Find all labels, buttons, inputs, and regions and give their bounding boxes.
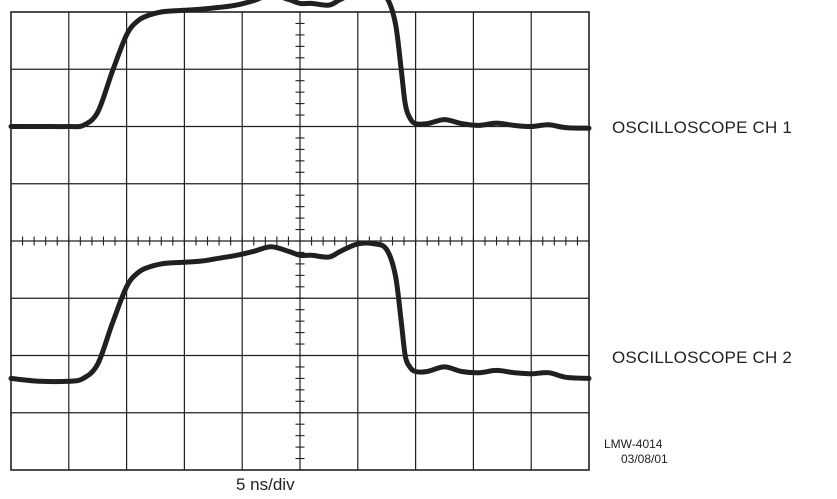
channel-1-label: OSCILLOSCOPE CH 1	[612, 118, 793, 137]
graticule-center-ticks	[10, 11, 590, 471]
trace-channel-2	[8, 240, 592, 385]
document-date: 03/08/01	[621, 452, 668, 466]
x-axis-label: 5 ns/div	[236, 475, 295, 494]
document-code: LMW-4014	[604, 437, 663, 451]
trace-group	[8, 0, 592, 385]
channel-2-label: OSCILLOSCOPE CH 2	[612, 348, 793, 367]
trace-channel-1	[8, 0, 592, 131]
